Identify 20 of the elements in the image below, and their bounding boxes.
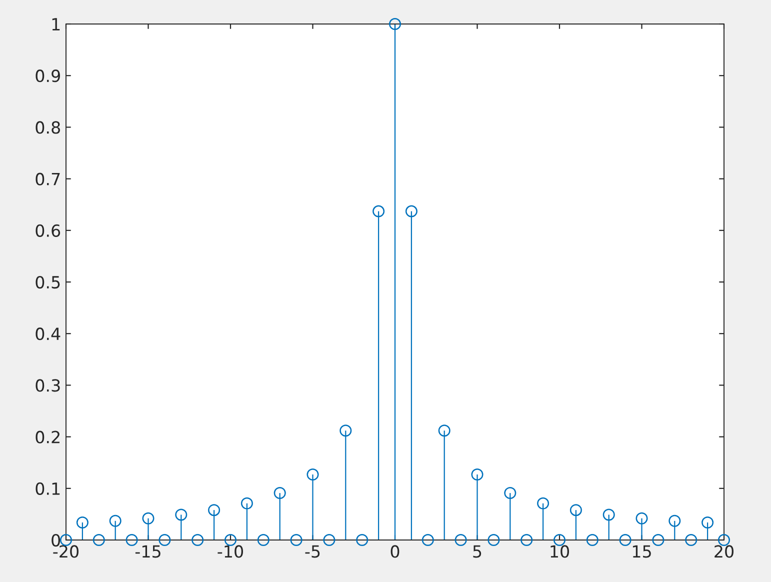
y-tick-label: 0.4 <box>36 328 60 340</box>
y-tick-label: 0.6 <box>36 224 60 237</box>
y-tick-label: 0.8 <box>36 121 60 134</box>
y-tick-label: 0.5 <box>36 276 60 289</box>
y-tick-label: 0.2 <box>36 430 60 444</box>
x-tick-label: -10 <box>218 545 244 558</box>
x-tick-label: 15 <box>632 545 651 558</box>
x-tick-label: -20 <box>53 545 79 558</box>
y-tick-label: 0.7 <box>36 172 60 186</box>
x-tick-label: 0 <box>390 545 400 558</box>
x-tick-label: 10 <box>550 545 569 558</box>
x-tick-label: 5 <box>473 545 482 558</box>
x-tick-label: -5 <box>305 545 320 558</box>
x-tick-label: 20 <box>714 545 734 558</box>
y-tick-label: 1 <box>52 18 60 30</box>
y-tick-label: 0.9 <box>36 70 60 82</box>
x-tick-label: -15 <box>135 545 160 558</box>
y-tick-label: 0.1 <box>36 482 60 495</box>
y-tick-label: 0.3 <box>36 379 60 392</box>
y-tick-label: 0 <box>52 534 60 547</box>
